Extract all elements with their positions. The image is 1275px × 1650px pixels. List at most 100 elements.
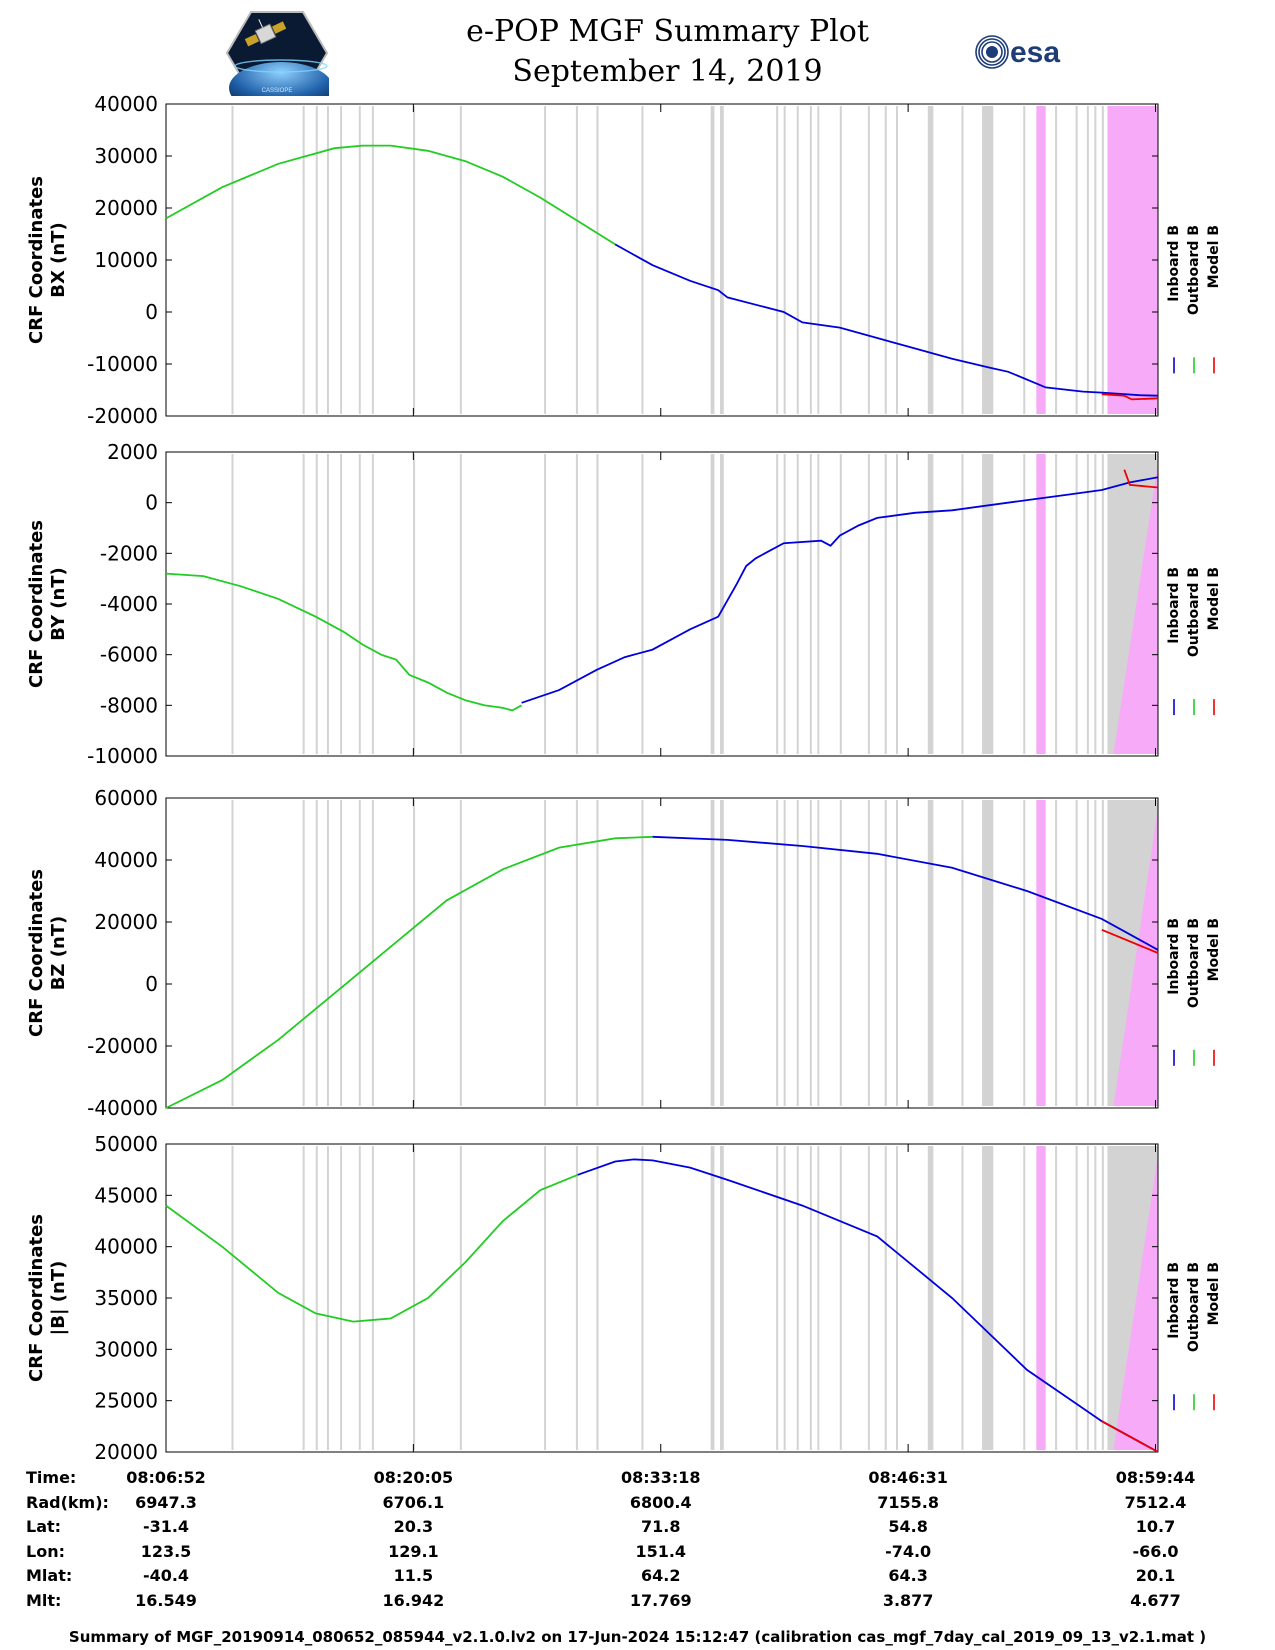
ephemeris-value: 4.677 — [1130, 1591, 1181, 1610]
data-gap-bar — [371, 1146, 374, 1450]
ephemeris-value: 129.1 — [388, 1541, 439, 1561]
data-gap-bar — [895, 800, 898, 1106]
data-gap-bar — [575, 1146, 578, 1450]
ephemeris-value: -31.4 — [142, 1517, 190, 1537]
ephemeris-value: 08:33:18 — [620, 1468, 701, 1487]
data-gap-bar — [839, 454, 842, 754]
mode-region-bar — [1036, 454, 1046, 754]
data-gap-bar — [895, 106, 898, 414]
data-gap-bar — [710, 454, 715, 754]
data-gap-bar — [340, 106, 343, 414]
data-gap-bar — [544, 800, 547, 1106]
data-gap-bar — [776, 454, 779, 754]
data-gap-bar — [340, 454, 343, 754]
plot-frame — [165, 103, 1159, 417]
data-gap-bar — [302, 1146, 305, 1450]
data-gap-bar — [326, 106, 329, 414]
y-tick-label: -4000 — [100, 592, 158, 616]
legend-label: Model B — [1206, 917, 1222, 982]
ephemeris-row-label: Lat: — [26, 1517, 62, 1537]
ephemeris-row-label: Mlt: — [26, 1591, 62, 1610]
data-gap-bar — [641, 800, 644, 1106]
y-tick-label: 40000 — [94, 92, 158, 116]
y-axis-label-line1: CRF Coordinates — [26, 1214, 47, 1382]
legend-label: Inboard B — [1166, 567, 1182, 644]
data-gap-bar — [315, 800, 318, 1106]
legend-label: Inboard B — [1166, 225, 1182, 303]
ephemeris-value: 16.942 — [382, 1591, 445, 1610]
data-gap-bar — [720, 1146, 724, 1450]
svg-text:CASSIOPE: CASSIOPE — [262, 88, 293, 94]
plot-frame — [165, 1143, 1159, 1453]
mode-region-bar — [1036, 1146, 1046, 1450]
data-gap-bar — [1101, 454, 1104, 754]
series-line-model-b — [1101, 1420, 1159, 1453]
data-gap-bar — [1023, 1146, 1026, 1450]
data-gap-bar — [776, 1146, 779, 1450]
legend-label: Model B — [1206, 567, 1222, 631]
data-gap-bar — [596, 800, 599, 1106]
series-line-outboard-b — [165, 572, 523, 712]
y-axis-label-line2: BX (nT) — [48, 222, 69, 298]
data-gap-bar — [776, 106, 779, 414]
data-gap-bar — [982, 800, 994, 1106]
ephemeris-value: 20.1 — [1135, 1566, 1176, 1586]
series-line-model-b — [1101, 928, 1159, 954]
ephemeris-value: -74.0 — [885, 1541, 932, 1561]
data-gap-bar — [340, 800, 343, 1106]
data-gap-bar — [575, 800, 578, 1106]
data-gap-bar — [544, 454, 547, 754]
data-gap-bar — [302, 454, 305, 754]
y-axis-label: CRF Coordinates |B| (nT) — [26, 1178, 70, 1418]
y-tick-label: 30000 — [94, 144, 158, 168]
series-line-model-b — [1123, 469, 1159, 489]
data-gap-bar — [1055, 1146, 1058, 1450]
data-gap-bar — [809, 1146, 812, 1450]
data-gap-overlay — [1107, 1146, 1158, 1450]
data-gap-bar — [1086, 454, 1089, 754]
ephemeris-value: 64.3 — [888, 1566, 928, 1586]
legend-label: Outboard B — [1186, 567, 1202, 658]
y-axis-label-line2: |B| (nT) — [48, 1260, 69, 1336]
ephemeris-row-label: Mlat: — [26, 1566, 73, 1586]
ephemeris-value: 16.549 — [135, 1591, 197, 1610]
data-gap-bar — [982, 106, 994, 414]
ephemeris-value: 64.2 — [641, 1566, 681, 1586]
data-gap-bar — [796, 1146, 799, 1450]
data-gap-bar — [413, 106, 416, 414]
data-gap-bar — [867, 800, 870, 1106]
data-gap-bar — [961, 1146, 964, 1450]
data-gap-bar — [927, 800, 934, 1106]
data-gap-bar — [575, 454, 578, 754]
y-tick-label: 0 — [145, 300, 158, 324]
data-gap-bar — [961, 106, 964, 414]
data-gap-bar — [459, 106, 462, 414]
ephemeris-value: 6800.4 — [629, 1492, 692, 1512]
data-gap-bar — [544, 1146, 547, 1450]
data-gap-bar — [1094, 1146, 1097, 1450]
ephemeris-value: 17.769 — [629, 1591, 692, 1610]
data-gap-bar — [961, 800, 964, 1106]
data-gap-bar — [710, 1146, 715, 1450]
data-gap-bar — [1101, 1146, 1104, 1450]
legend-label: Inboard B — [1166, 1262, 1182, 1339]
data-gap-bar — [961, 454, 964, 754]
ephemeris-row-label: Rad(km): — [26, 1492, 109, 1512]
data-gap-overlay — [1107, 800, 1158, 1106]
y-axis-label-line1: CRF Coordinates — [26, 520, 47, 688]
series-line-inboard-b — [521, 476, 1159, 704]
page-subtitle-date: September 14, 2019 — [512, 54, 823, 89]
data-gap-bar — [927, 1146, 934, 1450]
data-gap-bar — [413, 454, 416, 754]
y-tick-label: 45000 — [94, 1183, 158, 1207]
data-gap-bar — [231, 106, 234, 414]
data-gap-bar — [895, 1146, 898, 1450]
mode-region-bar — [1036, 106, 1046, 414]
page-title: e-POP MGF Summary Plot — [466, 14, 869, 49]
data-gap-bar — [884, 800, 887, 1106]
y-tick-label: 35000 — [94, 1286, 158, 1310]
legend-label: Model B — [1206, 1262, 1222, 1326]
data-gap-bar — [596, 454, 599, 754]
y-tick-label: -6000 — [100, 643, 158, 667]
data-gap-bar — [641, 454, 644, 754]
